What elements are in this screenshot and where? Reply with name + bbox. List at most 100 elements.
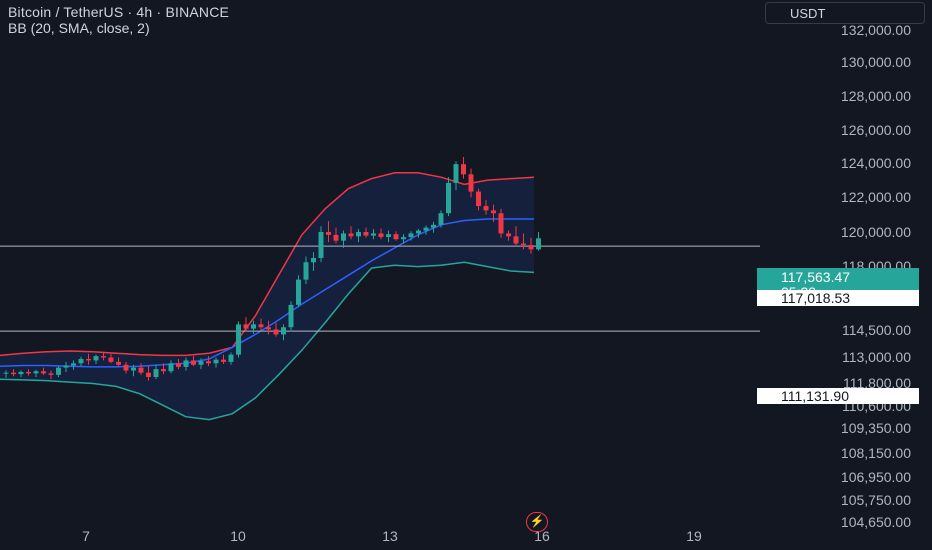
candle — [401, 234, 406, 244]
candle-body — [468, 174, 474, 192]
candle-body — [228, 354, 234, 362]
candle — [41, 367, 46, 375]
bb-basis-line — [0, 218, 534, 368]
candle — [78, 356, 84, 367]
candle-body — [363, 232, 369, 236]
candle — [183, 357, 189, 371]
date-tick-label: 16 — [534, 528, 550, 544]
candle-body — [18, 371, 24, 375]
candle — [273, 322, 279, 337]
candle — [348, 226, 354, 240]
candle-body — [341, 233, 346, 241]
candle — [123, 361, 129, 374]
candle-body — [318, 232, 324, 258]
candle-body — [348, 233, 354, 237]
candle-body — [243, 324, 249, 329]
candle — [26, 369, 31, 376]
candle — [333, 227, 339, 244]
price-tick-label: 108,150.00 — [840, 445, 911, 461]
date-tick-label: 19 — [686, 528, 702, 544]
candle — [341, 230, 346, 248]
candle — [116, 357, 121, 367]
candle-body — [258, 324, 264, 328]
currency-button[interactable]: USDT — [765, 2, 925, 24]
candle — [146, 366, 151, 381]
candle-body — [176, 363, 181, 367]
candle-body — [333, 234, 339, 241]
candle — [536, 232, 541, 251]
candle-body — [86, 358, 91, 361]
candle — [423, 225, 429, 235]
date-tick-label: 10 — [230, 528, 246, 544]
bb-lower-line — [0, 261, 535, 421]
candle-body — [378, 233, 384, 238]
candle-body — [461, 164, 466, 175]
price-tick-label: 105,750.00 — [840, 492, 911, 508]
candle-body — [48, 373, 54, 375]
symbol-title[interactable]: Bitcoin / TetherUS · 4h · BINANCE — [8, 4, 230, 20]
indicator-legend[interactable]: BB (20, SMA, close, 2) — [8, 20, 150, 36]
candle — [243, 317, 249, 332]
candle — [138, 363, 144, 375]
candle-body — [528, 244, 534, 250]
candle — [236, 321, 241, 358]
date-tick-label: 7 — [82, 528, 90, 544]
candle-body — [198, 361, 204, 365]
price-tick-label: 104,650.00 — [840, 514, 911, 530]
candle-body — [213, 359, 219, 364]
candle-body — [138, 367, 144, 373]
candle-body — [206, 361, 211, 364]
price-chart[interactable] — [0, 0, 760, 550]
price-tick-label: 124,000.00 — [840, 155, 911, 171]
bolt-icon[interactable]: ⚡ — [526, 512, 548, 532]
candle — [168, 360, 174, 374]
candle-body — [296, 279, 301, 305]
candle — [33, 369, 39, 378]
candle-body — [93, 356, 99, 361]
hline-label-2: 111,131.90 — [757, 388, 919, 404]
candle-body — [371, 233, 376, 236]
candle — [258, 318, 264, 331]
candle-body — [311, 257, 316, 263]
price-tick-label: 111,800.00 — [843, 375, 911, 391]
candle-body — [56, 367, 61, 375]
candle-body — [416, 230, 421, 234]
price-tick-label: 128,000.00 — [840, 88, 911, 104]
candle-body — [123, 364, 129, 371]
candle — [213, 357, 219, 368]
candle — [326, 221, 331, 243]
price-axis[interactable]: 132,000.00 130,000.00 128,000.00 126,000.00… — [760, 0, 932, 550]
candle — [378, 228, 384, 240]
candle-body — [273, 329, 279, 335]
candle-body — [33, 371, 39, 374]
candle-body — [446, 182, 451, 214]
candle-body — [153, 369, 159, 378]
candle-body — [423, 227, 429, 231]
candle-body — [326, 232, 331, 235]
candle — [251, 320, 256, 334]
price-tick-label: 126,000.00 — [840, 122, 911, 138]
price-tick-label: 122,000.00 — [840, 189, 911, 205]
price-tick-label: 130,000.00 — [840, 54, 911, 70]
candle — [3, 370, 9, 378]
hline-label-1: 117,018.53 — [757, 290, 919, 306]
candle-body — [11, 372, 16, 375]
candle-body — [476, 191, 481, 207]
candle — [153, 364, 159, 380]
candle-body — [431, 224, 436, 228]
candle-body — [438, 213, 444, 225]
price-tick-label: 113,000.00 — [841, 349, 911, 365]
candle-body — [41, 371, 46, 374]
candle-body — [281, 327, 286, 335]
candle-body — [78, 358, 84, 364]
candle — [393, 231, 399, 241]
candle-body — [183, 360, 189, 367]
candle — [371, 229, 376, 240]
candle-body — [513, 236, 519, 244]
candle — [161, 363, 166, 375]
candle — [318, 226, 324, 263]
candle-body — [453, 164, 459, 183]
candle-body — [161, 369, 166, 372]
candle-body — [3, 372, 9, 374]
candle — [453, 161, 459, 191]
